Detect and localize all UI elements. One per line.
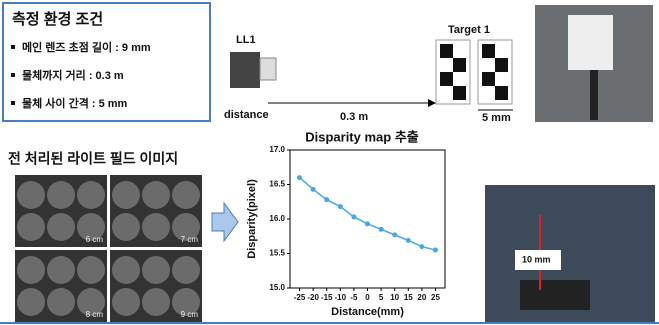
photo-label: 10 mm [522,254,551,264]
targets [435,39,513,105]
x-tick-label: 20 [417,293,426,302]
point [337,204,343,210]
gap-label: 5 mm [482,112,511,124]
x-tick-label: 15 [404,293,413,302]
image-label: 7 cm [181,235,199,244]
board-square [453,58,466,72]
point [351,214,357,220]
condition-item: 물체 사이 간격 : 5 mm [22,96,128,110]
image-label: 8 cm [86,310,104,319]
lf-blob [112,288,140,316]
y-tick-label: 15.0 [269,283,285,292]
lf-blob [77,181,105,209]
x-tick-label: -25 [294,293,306,302]
bullet [11,45,15,49]
condition-title: 측정 환경 조건 [12,10,103,28]
x-tick-label: -15 [321,293,333,302]
lf-blob [112,181,140,209]
point [419,244,425,250]
plot-frame [289,149,446,289]
x-axis-label: Distance(mm) [331,306,404,318]
x-tick-label: 25 [431,293,440,302]
board-square [453,86,466,100]
lf-blob [47,288,75,316]
board-square [495,86,508,100]
point [392,232,398,238]
x-tick-label: 5 [379,293,384,302]
lf-blob [17,181,45,209]
photo-label-bg [515,250,561,270]
arrow-head [428,99,436,107]
lf-blob [142,213,170,241]
image-label: 9 cm [181,310,199,319]
bullet [11,73,15,77]
photo-mount [520,280,590,310]
x-tick-label: -20 [307,293,319,302]
distance-label: distance [224,109,269,121]
board-square [482,72,495,86]
lf-blob [112,256,140,284]
board-square [482,44,495,58]
lf-blob [142,256,170,284]
point [297,175,303,181]
y-axis-label: Disparity(pixel) [246,179,258,259]
point [310,186,316,192]
board-square [495,58,508,72]
images-title: 전 처리된 라이트 필드 이미지 [8,151,178,167]
lens-label: LL1 [236,34,256,46]
photo-post [590,70,598,120]
y-tick-label: 17.0 [269,145,285,154]
lf-blob [172,256,200,284]
condition-item: 물체까지 거리 : 0.3 m [22,68,124,82]
chart: Disparity map 추출15.015.516.016.517.0-25-… [246,129,446,318]
series-line [299,177,436,251]
flow-arrow [211,201,239,243]
target-label: Target 1 [448,24,490,36]
image-grid: 6 cm 7 cm 8 cm 9 cm [15,175,202,322]
lf-blob [17,288,45,316]
condition-box [2,2,211,122]
lf-blob [142,288,170,316]
bullet [11,101,15,105]
point [365,221,370,227]
lf-blob [77,256,105,284]
lf-blob [77,288,105,316]
lens-mount [259,57,277,81]
point [432,247,438,253]
x-tick-label: -5 [350,293,358,302]
lf-blob [47,181,75,209]
lf-blob [47,213,75,241]
lf-blob [172,213,200,241]
point [378,226,384,232]
point [324,197,330,203]
lf-blob [172,288,200,316]
lens [230,52,260,88]
y-tick-label: 15.5 [269,249,285,258]
x-tick-label: -10 [335,293,347,302]
x-tick-label: 0 [365,293,370,302]
board-square [440,44,453,58]
y-tick-label: 16.0 [269,214,285,223]
chart-title: Disparity map 추출 [305,129,419,144]
lf-blob [17,256,45,284]
y-tick-label: 16.5 [269,180,285,189]
lf-blob [47,256,75,284]
lf-blob [172,181,200,209]
condition-item: 메인 렌즈 초점 길이 : 9 mm [22,40,151,54]
photo-board [568,15,613,70]
lf-blob [142,181,170,209]
x-tick-label: 10 [390,293,399,302]
point [405,237,411,243]
lf-blob [112,213,140,241]
image-label: 6 cm [86,235,104,244]
distance-value: 0.3 m [340,111,368,123]
lf-blob [17,213,45,241]
lf-blob [77,213,105,241]
board-square [440,72,453,86]
